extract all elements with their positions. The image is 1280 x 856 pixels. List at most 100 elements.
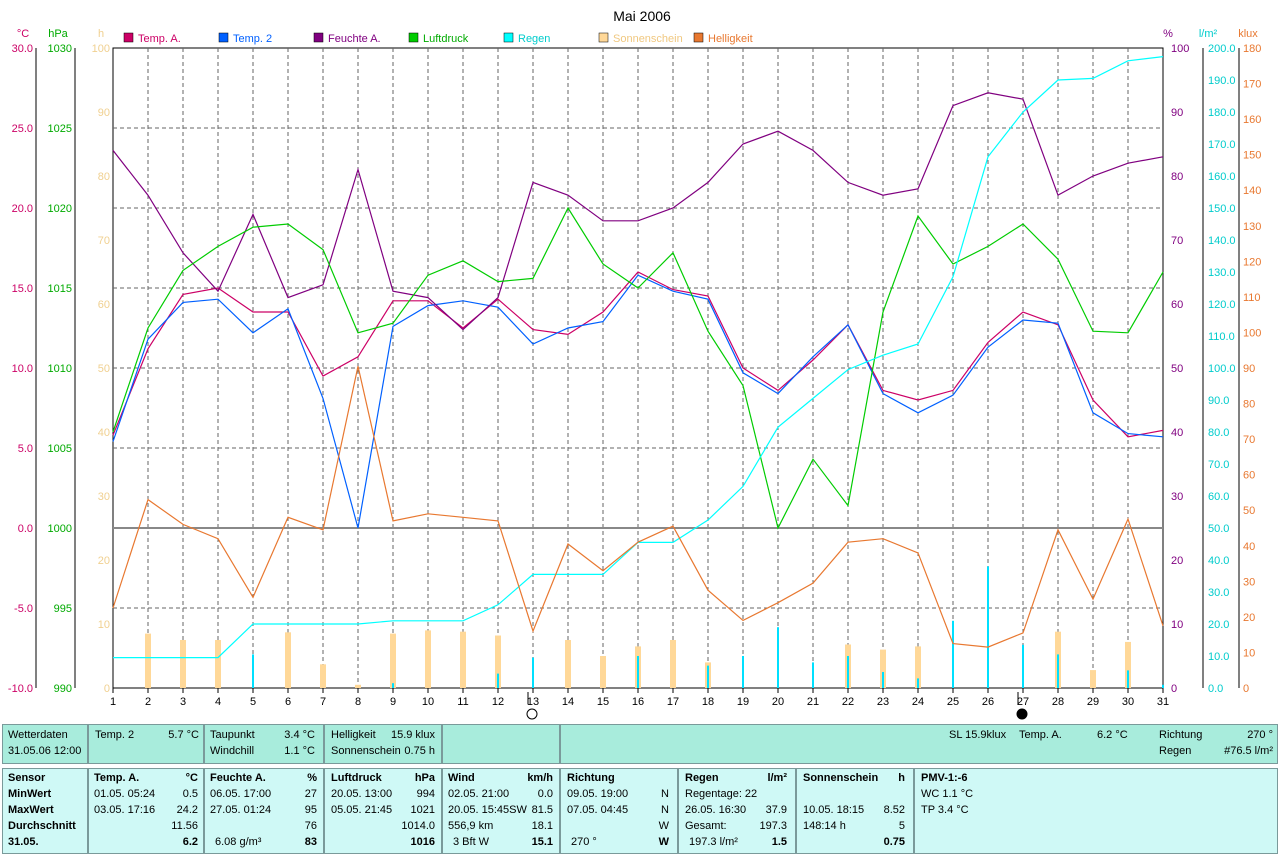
temp2-value: 5.7 °C <box>168 729 199 741</box>
lux-tick-label: 70 <box>1243 434 1255 446</box>
x-tick-label: 6 <box>285 696 291 708</box>
humidity-tick-label: 100 <box>1171 43 1189 55</box>
x-tick-label: 26 <box>982 696 994 708</box>
sonne-total: 148:14 h <box>803 820 846 832</box>
luftdruck-max: 1021 <box>410 804 435 816</box>
x-tick-label: 20 <box>772 696 784 708</box>
x-tick-label: 25 <box>947 696 959 708</box>
legend-label: Regen <box>518 33 550 45</box>
sunshine-bar <box>180 640 186 688</box>
legend-label: Feuchte A. <box>328 33 381 45</box>
tempa-min-dt: 01.05. 05:24 <box>94 788 156 800</box>
sensor-max: MaxWert <box>8 804 54 816</box>
legend-swatch <box>313 32 324 43</box>
hours-tick-label: 80 <box>98 171 110 183</box>
x-tick-label: 28 <box>1052 696 1064 708</box>
pressure-tick-label: 1015 <box>48 283 72 295</box>
sonne-max: 8.52 <box>883 804 905 816</box>
sonne-cur: 0.75 <box>883 836 905 848</box>
x-tick-label: 14 <box>562 696 574 708</box>
sl-value: SL 15.9klux <box>949 729 1007 741</box>
rain-tick-label: 160.0 <box>1208 171 1236 183</box>
temp-tick-label: 15.0 <box>12 283 33 295</box>
hours-tick-label: 0 <box>104 683 110 695</box>
wind-unit: km/h <box>527 772 553 784</box>
wind-dist: 556,9 km <box>448 820 494 832</box>
rain-bar <box>392 683 394 688</box>
humidity-tick-label: 70 <box>1171 235 1183 247</box>
tempa-cur: 6.2 <box>182 836 198 848</box>
rain-bar <box>1022 644 1024 688</box>
regen-tage: Regentage: 22 <box>685 788 758 800</box>
wind-min-dt: 02.05. 21:00 <box>448 788 510 800</box>
richtung-r2-dt: 07.05. 04:45 <box>567 804 629 816</box>
pmv-tp: TP 3.4 °C <box>921 804 969 816</box>
rain-tick-label: 190.0 <box>1208 75 1236 87</box>
humidity-tick-label: 40 <box>1171 427 1183 439</box>
regen-ges: 197.3 <box>759 820 787 832</box>
panel-empty <box>442 724 560 764</box>
legend-label: Luftdruck <box>423 33 469 45</box>
pressure-tick-label: 1030 <box>48 43 72 55</box>
lux-tick-label: 100 <box>1243 327 1261 339</box>
lux-tick-label: 170 <box>1243 79 1261 91</box>
sunshine-bar <box>215 640 221 688</box>
lux-tick-label: 10 <box>1243 647 1255 659</box>
x-tick-label: 24 <box>912 696 924 708</box>
helligkeit-value: 15.9 klux <box>390 729 435 741</box>
wind-max: 81.5 <box>531 804 553 816</box>
temp-tick-label: 10.0 <box>12 363 33 375</box>
sonnenschein-label: Sonnenschein <box>331 745 401 757</box>
richtung-cur: W <box>658 836 669 848</box>
sunshine-bar <box>355 684 361 688</box>
luftdruck-min: 994 <box>416 788 435 800</box>
rain-tick-label: 70.0 <box>1208 459 1229 471</box>
panel-sensor: Sensor MinWert MaxWert Durchschnitt 31.0… <box>2 768 88 854</box>
chart-title: Mai 2006 <box>613 8 671 24</box>
hours-tick-label: 70 <box>98 235 110 247</box>
x-tick-label: 4 <box>215 696 221 708</box>
x-tick-label: 12 <box>492 696 504 708</box>
temp-tick-label: 0.0 <box>18 523 33 535</box>
wind-avg: 18.1 <box>531 820 553 832</box>
luftdruck-title: Luftdruck <box>331 772 382 784</box>
sl-temp-value: 6.2 °C <box>1097 729 1128 741</box>
hours-tick-label: 40 <box>98 427 110 439</box>
richtung-title: Richtung <box>567 772 615 784</box>
bar-layer <box>145 566 1164 688</box>
rain-bar <box>882 672 884 688</box>
sunshine-bar <box>880 649 886 688</box>
rain-tick-label: 50.0 <box>1208 523 1229 535</box>
x-tick-label: 18 <box>702 696 714 708</box>
legend-label: Sonnenschein <box>613 33 683 45</box>
x-tick-label: 11 <box>457 696 468 708</box>
x-tick-label: 21 <box>807 696 819 708</box>
luftdruck-max-dt: 05.05. 21:45 <box>331 804 393 816</box>
x-tick-label: 3 <box>180 696 186 708</box>
sunshine-bar <box>1125 641 1131 688</box>
x-tick-label: 1 <box>110 696 116 708</box>
luftdruck-min-dt: 20.05. 13:00 <box>331 788 393 800</box>
luftdruck-cur: 1016 <box>410 836 435 848</box>
series-line-temp-2 <box>112 274 1164 529</box>
rain-bar <box>1057 654 1059 688</box>
humidity-tick-label: 10 <box>1171 619 1183 631</box>
x-tick-label: 8 <box>355 696 361 708</box>
legend-swatch <box>408 32 419 43</box>
sonne-unit: h <box>898 772 905 784</box>
sunshine-bar <box>1090 670 1096 688</box>
legend: Temp. A. Temp. 2 Feuchte A. Luftdruck Regen S… <box>123 32 753 45</box>
pmv-wc: WC 1.1 °C <box>921 788 974 800</box>
temp-tick-label: -5.0 <box>14 603 33 615</box>
x-tick-label: 19 <box>737 696 749 708</box>
sensor-avg: Durchschnitt <box>8 820 76 832</box>
temp-unit-label: °C <box>17 28 29 40</box>
richtung-r1-dt: 09.05. 19:00 <box>567 788 629 800</box>
rain-tick-label: 180.0 <box>1208 107 1236 119</box>
sunshine-bar <box>565 640 571 688</box>
humidity-tick-label: 30 <box>1171 491 1183 503</box>
series-line-helligkeit <box>112 366 1164 648</box>
rain-tick-label: 30.0 <box>1208 587 1229 599</box>
regen-max-dt: 26.05. 16:30 <box>685 804 747 816</box>
legend-swatch <box>503 32 514 43</box>
